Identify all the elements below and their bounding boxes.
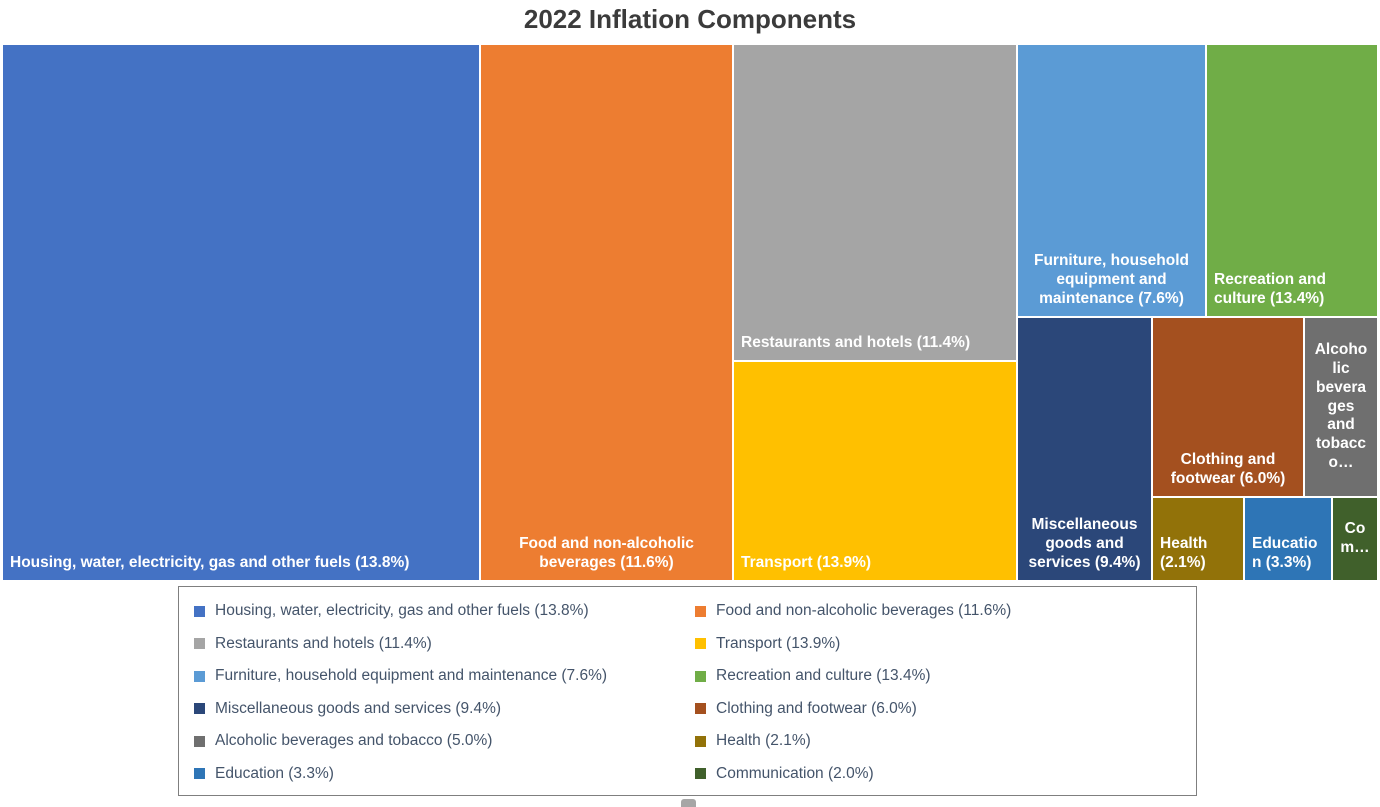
legend-label: Housing, water, electricity, gas and oth… — [215, 602, 589, 620]
tile-label: Recreation and culture (13.4%) — [1214, 271, 1326, 308]
legend-column-left: Housing, water, electricity, gas and oth… — [194, 595, 607, 790]
legend-color-swatch-icon — [194, 768, 205, 780]
bottom-handle-artifact — [681, 799, 696, 807]
tile-label: Housing, water, electricity, gas and oth… — [10, 554, 410, 572]
legend-color-swatch-icon — [695, 605, 706, 617]
legend-item: Clothing and footwear (6.0%) — [695, 693, 1011, 726]
legend-item: Restaurants and hotels (11.4%) — [194, 628, 607, 661]
tile-label: Clothing and footwear (6.0%) — [1170, 451, 1286, 488]
legend-label: Clothing and footwear (6.0%) — [716, 699, 917, 717]
legend-item: Furniture, household equipment and maint… — [194, 660, 607, 693]
legend-color-swatch-icon — [194, 703, 205, 715]
legend-label: Alcoholic beverages and tobacco (5.0%) — [215, 732, 493, 750]
tile-label: Health (2.1%) — [1160, 535, 1208, 572]
treemap-tile: Clothing and footwear (6.0%) — [1153, 318, 1303, 496]
legend-color-swatch-icon — [695, 735, 706, 747]
legend-item: Recreation and culture (13.4%) — [695, 660, 1011, 693]
legend-item: Communication (2.0%) — [695, 758, 1011, 791]
treemap-tile: Furniture, household equipment and maint… — [1018, 45, 1205, 316]
legend-item: Housing, water, electricity, gas and oth… — [194, 595, 607, 628]
treemap-tile: Transport (13.9%) — [734, 362, 1016, 580]
legend-label: Communication (2.0%) — [716, 764, 874, 782]
treemap-tile: Housing, water, electricity, gas and oth… — [3, 45, 479, 580]
treemap-tile: Restaurants and hotels (11.4%) — [734, 45, 1016, 360]
legend-item: Health (2.1%) — [695, 725, 1011, 758]
chart-title: 2022 Inflation Components — [523, 4, 857, 34]
legend-label: Recreation and culture (13.4%) — [716, 667, 931, 685]
legend-item: Food and non-alcoholic beverages (11.6%) — [695, 595, 1011, 628]
treemap-tile: Co m… — [1333, 498, 1377, 580]
treemap-tile: Health (2.1%) — [1153, 498, 1243, 580]
legend-label: Education (3.3%) — [215, 764, 334, 782]
legend-color-swatch-icon — [194, 735, 205, 747]
legend-label: Furniture, household equipment and maint… — [215, 667, 608, 685]
tile-label: Restaurants and hotels (11.4%) — [741, 334, 971, 352]
treemap-tile: Alcoho lic bevera ges and tobacc o… — [1305, 318, 1377, 496]
legend-item: Transport (13.9%) — [695, 628, 1011, 661]
legend-item: Education (3.3%) — [194, 758, 607, 791]
legend-color-swatch-icon — [695, 638, 706, 650]
legend-item: Alcoholic beverages and tobacco (5.0%) — [194, 725, 607, 758]
legend-column-right: Food and non-alcoholic beverages (11.6%)… — [695, 595, 1011, 790]
tile-label: Food and non-alcoholic beverages (11.6%) — [519, 535, 694, 572]
legend-label: Restaurants and hotels (11.4%) — [215, 634, 432, 652]
tile-label: Alcoho lic bevera ges and tobacc o… — [1314, 340, 1368, 472]
tile-label: Miscellaneous goods and services (9.4%) — [1028, 516, 1141, 572]
treemap-tile: Educatio n (3.3%) — [1245, 498, 1331, 580]
tile-label: Educatio n (3.3%) — [1252, 535, 1318, 572]
tile-label: Co m… — [1340, 520, 1370, 556]
legend-color-swatch-icon — [194, 638, 205, 650]
legend: Housing, water, electricity, gas and oth… — [178, 586, 1197, 796]
legend-color-swatch-icon — [194, 670, 205, 682]
legend-color-swatch-icon — [695, 768, 706, 780]
legend-color-swatch-icon — [695, 670, 706, 682]
legend-label: Health (2.1%) — [716, 732, 811, 750]
legend-label: Transport (13.9%) — [716, 634, 841, 652]
legend-label: Miscellaneous goods and services (9.4%) — [215, 699, 502, 717]
tile-label: Transport (13.9%) — [741, 554, 872, 572]
treemap-plot: Housing, water, electricity, gas and oth… — [3, 45, 1377, 580]
treemap-tile: Miscellaneous goods and services (9.4%) — [1018, 318, 1151, 580]
treemap-tile: Recreation and culture (13.4%) — [1207, 45, 1377, 316]
legend-color-swatch-icon — [695, 703, 706, 715]
tile-label: Furniture, household equipment and maint… — [1034, 252, 1189, 308]
legend-label: Food and non-alcoholic beverages (11.6%) — [716, 602, 1012, 620]
legend-item: Miscellaneous goods and services (9.4%) — [194, 693, 607, 726]
legend-color-swatch-icon — [194, 605, 205, 617]
treemap-tile: Food and non-alcoholic beverages (11.6%) — [481, 45, 732, 580]
